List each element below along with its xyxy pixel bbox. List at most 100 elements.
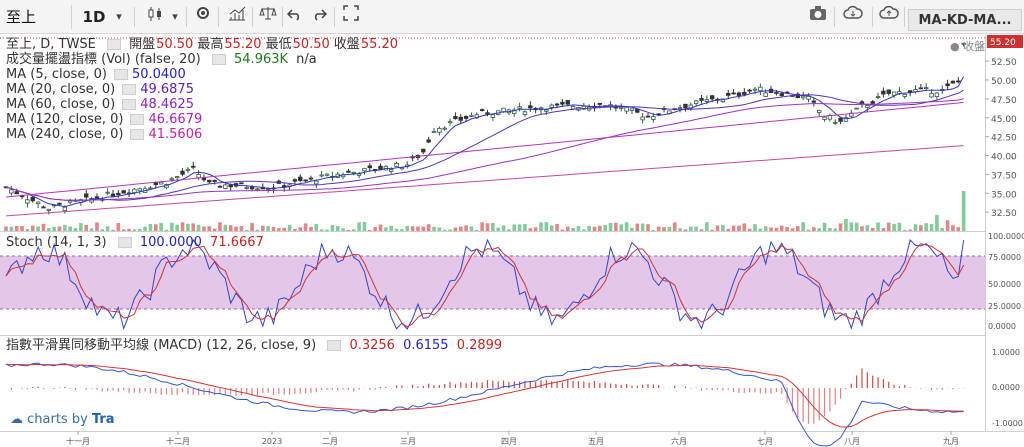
volume-bar: [582, 229, 586, 231]
stoch-tick-label: 0.0000: [988, 322, 1016, 331]
volume-bar: [881, 228, 886, 231]
screenshot-camera-icon[interactable]: [806, 5, 830, 29]
volume-bar: [758, 228, 763, 231]
candle-body: [683, 103, 688, 109]
candle-style-icon[interactable]: [142, 5, 168, 29]
volume-bar: [485, 223, 490, 231]
volume-bar: [394, 228, 399, 231]
undo-icon[interactable]: [284, 5, 306, 29]
ohlc-label: 最高: [197, 37, 224, 52]
compare-scale-icon[interactable]: [256, 5, 280, 29]
candle-body: [169, 178, 175, 181]
chart-area[interactable]: 52.50 50.00 47.50 45.00 42.50 40.00 37.50 35.00…: [0, 35, 1024, 447]
candle-body: [817, 109, 822, 113]
charts-by-credit[interactable]: ☁ charts by Tra: [10, 412, 115, 427]
candle-body: [201, 177, 207, 181]
interval-selector[interactable]: 1D: [82, 8, 106, 26]
volume-bar: [325, 229, 329, 231]
volume-bar: [635, 223, 640, 231]
legend-settings-icon[interactable]: [106, 39, 121, 50]
vol-settings-icon[interactable]: [211, 54, 226, 65]
stoch-settings-icon[interactable]: [117, 237, 132, 248]
macd-tick-label: -1.0000: [992, 419, 1023, 428]
ma-settings-icon[interactable]: [130, 114, 145, 125]
candle-body: [426, 139, 431, 143]
volume-bar: [73, 228, 78, 231]
volume-bar: [785, 227, 789, 231]
volume-bar: [945, 220, 950, 231]
volume-bar: [293, 228, 297, 231]
ma-value: 41.5606: [148, 127, 203, 142]
volume-bar: [908, 229, 912, 231]
candle-body: [25, 199, 30, 204]
symbol-search[interactable]: 至上: [6, 5, 72, 29]
macd-line: [5, 362, 964, 447]
divider: [218, 7, 219, 27]
volume-bar: [255, 229, 260, 231]
time-axis-label: 十二月: [166, 436, 190, 446]
ma-settings-icon[interactable]: [122, 84, 137, 95]
redo-icon[interactable]: [308, 5, 330, 29]
macd-settings-icon[interactable]: [327, 340, 342, 351]
volume-bar: [929, 223, 934, 231]
candle-body: [62, 206, 68, 212]
chart-style-dropdown-icon[interactable]: ▾: [172, 10, 178, 23]
price-tick-label: 42.50: [991, 134, 1017, 144]
candle-body: [929, 93, 934, 98]
volume-bar: [507, 229, 511, 231]
volume-bar: [683, 229, 688, 231]
volume-bar: [14, 226, 19, 231]
volume-bar: [694, 226, 698, 231]
volume-bar: [228, 225, 233, 231]
volume-bar: [549, 225, 554, 231]
candle-body: [870, 101, 875, 104]
candle-body: [46, 208, 51, 211]
volume-bar: [432, 226, 436, 231]
volume-bar: [52, 226, 56, 231]
volume-bar: [116, 223, 121, 231]
ma-label: MA (120, close, 0): [6, 112, 124, 127]
vol-extra: n/a: [296, 52, 317, 67]
volume-bar: [175, 224, 179, 231]
volume-bar: [442, 229, 447, 231]
volume-bar: [501, 225, 506, 231]
candle-body: [469, 114, 474, 117]
volume-bar: [309, 226, 313, 231]
volume-bar: [68, 226, 72, 231]
stoch-d-value: 71.6667: [210, 235, 264, 250]
volume-bar: [961, 191, 966, 231]
volume-bar: [111, 229, 115, 231]
volume-bar: [533, 227, 538, 231]
layout-name-label[interactable]: MA-KD-MA...: [908, 9, 1022, 31]
volume-bar: [496, 227, 500, 231]
last-price-label: 55.20: [990, 38, 1016, 48]
volume-bar: [897, 222, 902, 231]
chart-canvas[interactable]: 52.50 50.00 47.50 45.00 42.50 40.00 37.50 35.00…: [0, 35, 1024, 447]
fullscreen-icon[interactable]: [338, 5, 364, 29]
volume-bar: [448, 229, 452, 231]
candle-body: [779, 93, 784, 96]
ohlc-label: 最低: [265, 37, 292, 52]
volume-bar: [100, 229, 105, 231]
ma-value: 50.0400: [131, 67, 186, 82]
indicators-icon[interactable]: [224, 5, 250, 29]
volume-bar: [84, 224, 89, 231]
candle-body: [57, 202, 62, 205]
volume-bar: [384, 227, 388, 231]
ma-settings-icon[interactable]: [122, 99, 137, 110]
volume-bar: [475, 229, 479, 231]
volume-bar: [555, 223, 559, 231]
volume-bar: [865, 225, 870, 231]
volume-bar: [244, 229, 249, 231]
interval-dropdown-icon[interactable]: ▾: [116, 10, 122, 23]
cloud-load-icon[interactable]: [840, 5, 866, 29]
ma-settings-icon[interactable]: [130, 129, 145, 140]
volume-bar: [833, 228, 838, 231]
ma-settings-icon[interactable]: [113, 69, 128, 80]
ma-line: [5, 101, 964, 198]
settings-gear-icon[interactable]: [191, 5, 215, 29]
cloud-save-icon[interactable]: [876, 5, 902, 29]
candle-body: [148, 187, 153, 190]
volume-bar: [512, 224, 517, 231]
vol-value: 54.963K: [234, 52, 289, 67]
